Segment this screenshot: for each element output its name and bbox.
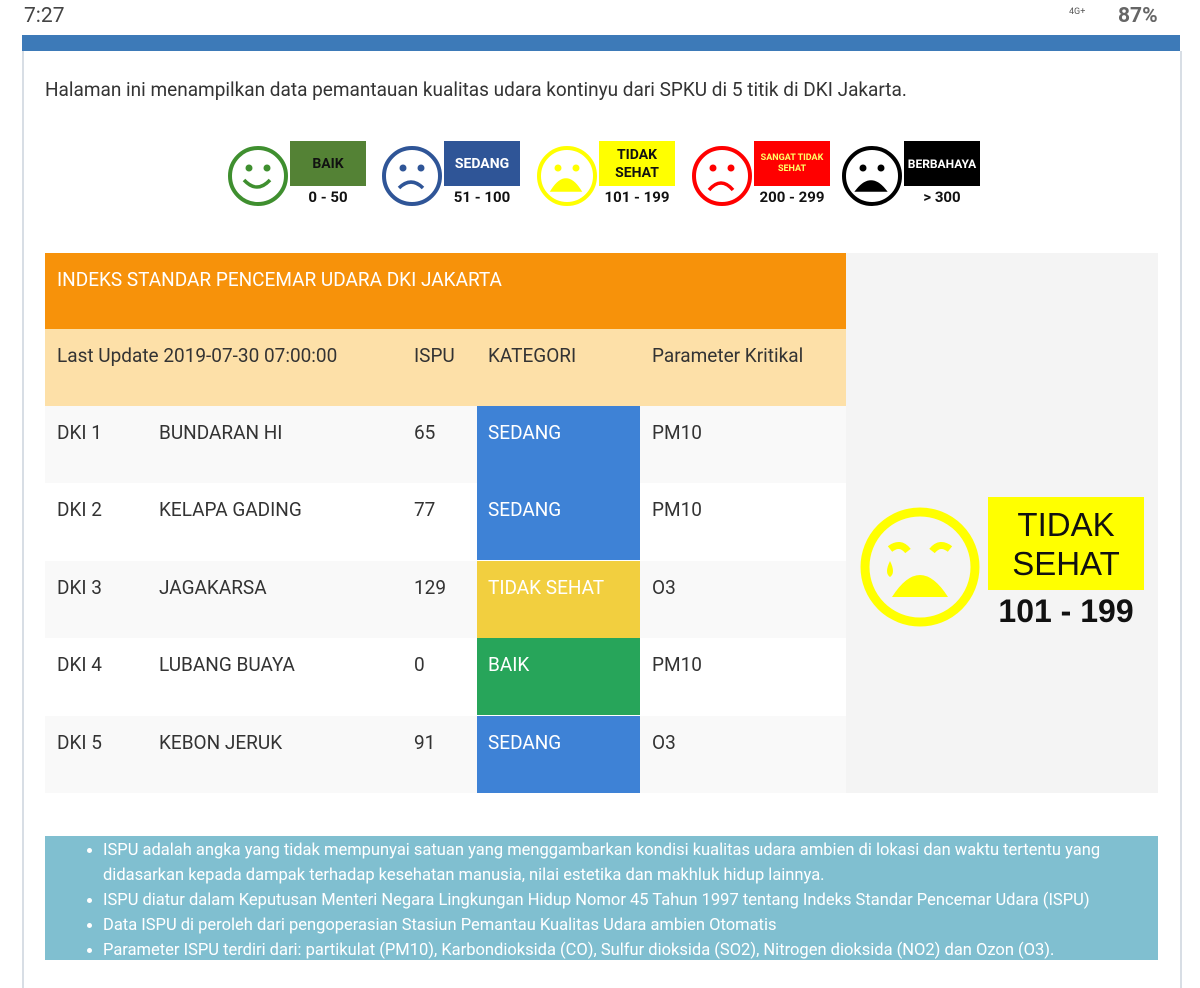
table-row: DKI 5 KEBON JERUK 91 SEDANG O3 bbox=[45, 715, 846, 793]
table-cell: LUBANG BUAYA bbox=[159, 653, 295, 677]
mouth bbox=[397, 180, 425, 190]
table-cell: DKI 3 bbox=[57, 575, 102, 599]
content-panel bbox=[22, 51, 1182, 988]
legend-face bbox=[842, 146, 902, 206]
table-cell: 65 bbox=[414, 421, 436, 444]
table-cell: KEBON JERUK bbox=[159, 730, 283, 754]
mouth bbox=[854, 180, 888, 192]
table-cell: SEDANG bbox=[477, 483, 640, 561]
table-cell: 0 bbox=[414, 653, 425, 677]
face-outline bbox=[382, 146, 442, 206]
note-item: ISPU adalah angka yang tidak mempunyai s… bbox=[103, 838, 1152, 888]
network: 4G+ bbox=[1069, 7, 1086, 17]
table-title-row: INDEKS STANDAR PENCEMAR UDARA DKI JAKART… bbox=[45, 253, 846, 329]
mouth bbox=[707, 181, 735, 192]
header-cell: KATEGORI bbox=[488, 344, 577, 367]
note-item: Parameter ISPU terdiri dari: partikulat … bbox=[103, 938, 1152, 963]
summary-label: TIDAK SEHAT bbox=[988, 497, 1144, 590]
intro-text: Halaman ini menampilkan data pemantauan … bbox=[45, 78, 907, 101]
table-cell: 77 bbox=[414, 498, 436, 522]
table-cell: DKI 5 bbox=[57, 730, 102, 754]
header-bar bbox=[22, 35, 1180, 51]
table-cell: PM10 bbox=[652, 421, 702, 444]
legend-range: 51 - 100 bbox=[453, 188, 511, 206]
summary-panel: TIDAK SEHAT 101 - 199 bbox=[846, 253, 1158, 793]
eye bbox=[417, 164, 425, 172]
face-outline bbox=[842, 146, 902, 206]
notes-box: ISPU adalah angka yang tidak mempunyai s… bbox=[45, 836, 1158, 960]
table-cell: O3 bbox=[652, 575, 676, 599]
legend-label: SANGAT TIDAK SEHAT bbox=[754, 141, 830, 186]
header-cell: ISPU bbox=[414, 344, 455, 367]
legend-range: 0 - 50 bbox=[308, 188, 348, 206]
legend-label: BAIK bbox=[290, 141, 366, 186]
battery: 87% bbox=[1118, 4, 1158, 28]
table-cell: BUNDARAN HI bbox=[159, 421, 283, 444]
table-row: DKI 4 LUBANG BUAYA 0 BAIK PM10 bbox=[45, 638, 846, 716]
table-cell: SEDANG bbox=[477, 406, 640, 483]
table-cell: SEDANG bbox=[477, 715, 640, 793]
legend-range: 101 - 199 bbox=[604, 188, 670, 206]
table-row: DKI 3 JAGAKARSA 129 TIDAK SEHAT O3 bbox=[45, 560, 846, 638]
legend-label: TIDAK SEHAT bbox=[599, 141, 675, 186]
table-cell: KELAPA GADING bbox=[159, 498, 302, 522]
table-row: DKI 2 KELAPA GADING 77 SEDANG PM10 bbox=[45, 483, 846, 561]
legend-face bbox=[382, 146, 442, 206]
eye bbox=[727, 164, 735, 172]
eye bbox=[263, 164, 271, 172]
summary-face bbox=[860, 507, 980, 627]
table-cell: JAGAKARSA bbox=[159, 575, 267, 599]
eye bbox=[245, 164, 253, 172]
table-row: DKI 1 BUNDARAN HI 65 SEDANG PM10 bbox=[45, 406, 846, 483]
mouth bbox=[549, 178, 583, 192]
table-cell: BAIK bbox=[477, 638, 640, 716]
table-cell: 91 bbox=[414, 730, 436, 754]
table-cell: PM10 bbox=[652, 653, 702, 677]
legend-face bbox=[228, 146, 288, 206]
table-header: Last Update 2019-07-30 07:00:00 ISPU KAT… bbox=[45, 329, 846, 406]
legend-label: BERBAHAYA bbox=[904, 141, 980, 186]
summary-range: 101 - 199 bbox=[998, 593, 1134, 629]
face-outline bbox=[537, 146, 597, 206]
face-outline bbox=[692, 146, 752, 206]
eye bbox=[554, 164, 562, 172]
table-title: INDEKS STANDAR PENCEMAR UDARA DKI JAKART… bbox=[57, 268, 502, 291]
header-cell: Last Update 2019-07-30 07:00:00 bbox=[57, 344, 338, 367]
table-cell: DKI 4 bbox=[57, 653, 102, 677]
legend-face bbox=[692, 146, 752, 206]
eye bbox=[399, 164, 407, 172]
note-item: Data ISPU di peroleh dari pengoperasian … bbox=[103, 913, 1152, 938]
table-cell: TIDAK SEHAT bbox=[477, 560, 640, 638]
legend-label: SEDANG bbox=[444, 141, 520, 186]
eye bbox=[859, 164, 867, 172]
header-cell: Parameter Kritikal bbox=[652, 344, 804, 367]
time: 7:27 bbox=[24, 4, 65, 28]
face-outline bbox=[228, 146, 288, 206]
legend-range: > 300 bbox=[923, 188, 961, 206]
legend-face bbox=[537, 146, 597, 206]
mouth bbox=[242, 178, 272, 189]
table-cell: DKI 1 bbox=[57, 421, 102, 444]
note-item: ISPU diatur dalam Keputusan Menteri Nega… bbox=[103, 888, 1152, 913]
status-bar: 7:27 4G+ 87% bbox=[0, 0, 1200, 34]
table-cell: 129 bbox=[414, 575, 447, 599]
notes-list: ISPU adalah angka yang tidak mempunyai s… bbox=[45, 838, 1152, 963]
table-cell: DKI 2 bbox=[57, 498, 102, 522]
eye bbox=[709, 164, 717, 172]
legend-range: 200 - 299 bbox=[759, 188, 825, 206]
eye bbox=[572, 164, 580, 172]
table-cell: O3 bbox=[652, 730, 676, 754]
eye bbox=[877, 164, 885, 172]
table-cell: PM10 bbox=[652, 498, 702, 522]
